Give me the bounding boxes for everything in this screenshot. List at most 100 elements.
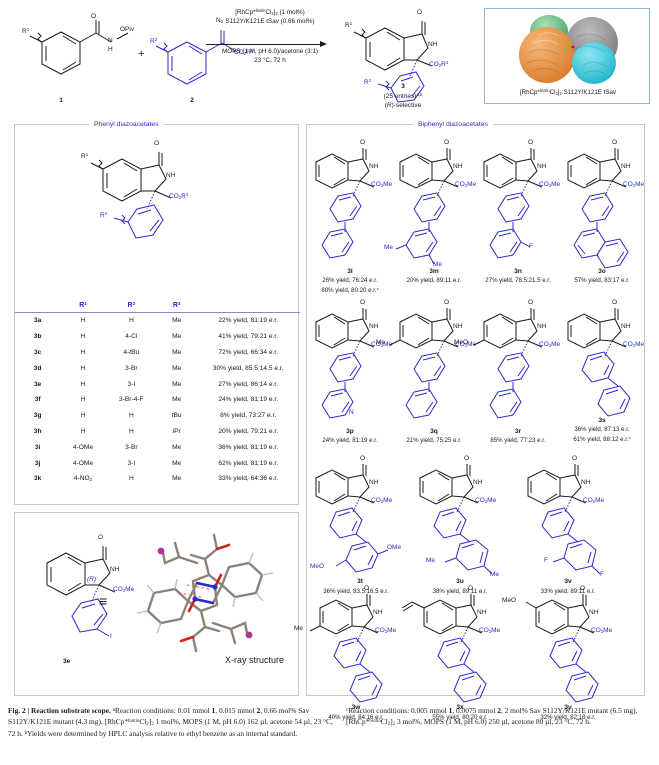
compound-result-1: 85% yield, 77:23 e.r. [490, 437, 546, 444]
compound-name: 3w [351, 704, 361, 711]
compound-result-1: 33% yield, 89:11 e.r. [540, 588, 596, 595]
nh-label: NH [453, 323, 463, 330]
ester-label: CO2Me [455, 181, 477, 189]
streptavidin-tetramer-image [499, 13, 637, 87]
carbonyl-label: O [444, 139, 450, 146]
compound-name: 3y [564, 704, 572, 711]
phenyl-scope-table: R1 R2 R3 3a H H Me 22% yield, 81:19 e.r.… [15, 301, 300, 487]
product-carbonyl-label: O [417, 9, 423, 16]
ester-label: CO2Me [539, 341, 561, 349]
nh-label: NH [581, 479, 591, 486]
xray-carbonyl-label: O [98, 534, 104, 541]
product-entries-count: (25 entries)a,b [383, 92, 423, 100]
pyridine-nitrogen-label: N [349, 409, 354, 416]
ester-label: CO2Me [455, 341, 477, 349]
compound-result-1: 40% yield, 84:16 e.r. [328, 714, 384, 721]
row-result: 62% yield, 81:19 e.r. [218, 459, 279, 467]
nh-label: NH [621, 163, 631, 170]
core-ester-label: CO2R3 [169, 192, 189, 200]
caption-column-left: Fig. 2 | Reaction substrate scope. aReac… [8, 706, 340, 739]
ester-label: CO2Me [623, 181, 645, 189]
table-row: 3d H 3-Br Me 30% yield, 85.5:14.5 e.r. [15, 360, 300, 376]
ester-label: CO2Me [371, 497, 393, 505]
methoxy-substituent-label-1: OMe [387, 544, 402, 551]
methyl-substituent-label-2: Me [490, 571, 500, 578]
biphenyl-product-grid: O NH CO2Me 3l 26% yield, 76:24 e.r. 80% … [294, 134, 645, 721]
arrow-shaft [206, 44, 322, 45]
compound-name: 3v [564, 578, 572, 585]
header-result [196, 301, 300, 313]
carbonyl-label: O [360, 299, 366, 306]
row-r3: Me [172, 443, 182, 451]
xray-nh-label: NH [110, 566, 120, 573]
fluorine-substituent-label-1: F [544, 557, 548, 564]
table-row: 3h H H iPr 20% yield, 79:21 e.r. [15, 424, 300, 440]
row-r2: H [128, 475, 134, 483]
conditions-above-line-2: S112Y/K121E tSav (0.66 mol%) [225, 18, 315, 25]
product-cell-3v: O NH CO2Me F F 3v 33% yield, 89:11 e.r. [520, 455, 620, 610]
conditions-below-line-1: MOPS (1 M, pH 6.0)/acetone (3:1) [222, 48, 318, 55]
opiv-label: OPiv [120, 26, 135, 33]
core-r2-label: R2 [100, 211, 108, 219]
product-ester-label: CO2R3 [429, 60, 449, 68]
row-id: 3e [33, 380, 42, 388]
nh-label: NH [373, 609, 383, 616]
product-cell-3r: O NH CO2Me MeO 3r 85% yield, 77:23 e.r. [454, 299, 561, 454]
compound-result-1: 27% yield, 78.5:21.5 e.r. [485, 277, 551, 284]
table-row: 3f H 3-Br-4-F Me 24% yield, 81:19 e.r. [15, 392, 300, 408]
carbonyl-label: O [364, 585, 370, 592]
compound-result-1: 26% yield, 76:24 e.r. [322, 277, 378, 284]
row-r3: tBu [171, 412, 182, 420]
row-result: 20% yield, 79:21 e.r. [218, 427, 279, 435]
substrate-1-r1-label: R1 [22, 27, 30, 35]
caption-note-c: cReaction conditions: 0.005 mmol 1, 0.00… [346, 706, 638, 727]
caption-column-right: cReaction conditions: 0.005 mmol 1, 0.00… [346, 706, 658, 729]
nh-label: NH [537, 163, 547, 170]
compound-name: 3x [456, 704, 464, 711]
compound-3e-structure: O NH (R) CO2Me I [33, 534, 173, 665]
product-nh-label: NH [428, 41, 438, 48]
compound-name: 3t [357, 578, 363, 585]
row-r1: H [80, 380, 86, 388]
product-3-structure: R1 O NH CO2R3 R2 [344, 9, 464, 110]
nh-label: NH [369, 479, 379, 486]
table-row: 3k 4-NO2 H Me 33% yield, 64:36 e.r. [15, 471, 300, 487]
xray-image-caption: X-ray structure [225, 655, 284, 665]
row-r1: 4-OMe [72, 443, 94, 451]
table-header-row: R1 R2 R3 [15, 301, 300, 313]
plus-sign: + [138, 48, 145, 60]
methyl-substituent-label-2: Me [433, 261, 443, 268]
row-id: 3i [34, 443, 41, 451]
header-r3: R3 [172, 301, 181, 310]
carbonyl-label: O [360, 139, 366, 146]
row-result: 24% yield, 81:19 e.r. [218, 396, 279, 404]
table-row: 3c H 4-tBu Me 72% yield, 66:34 e.r. [15, 345, 300, 361]
methoxy-substituent-label-2: MeO [310, 563, 325, 570]
phenyl-core-structure: R1 O NH CO2R3 R2 [81, 140, 231, 263]
compound-result-1: 32% yield, 82:18 e.r. [540, 714, 596, 721]
row-r1: H [80, 412, 86, 420]
xray-structure-panel: O NH (R) CO2Me I 3e ≡ [14, 512, 299, 696]
reaction-scheme: R1 O N H OPiv 1 + R2 N2 CO2R3 2 [RhCp*bi… [0, 0, 659, 118]
carbonyl-label: O [528, 299, 534, 306]
row-id: 3j [34, 459, 41, 467]
product-cell-3u: O NH CO2Me Me Me 3u 38% yield, 89:11 e.r… [412, 455, 512, 610]
row-r1: 4-NO2 [73, 475, 93, 483]
core-methyl-label: Me [376, 339, 386, 346]
compound-result-1: 20% yield, 89:11 e.r. [406, 277, 462, 284]
row-result: 30% yield, 85.5:14.5 e.r. [212, 364, 284, 372]
row-result: 27% yield, 86:14 e.r. [218, 380, 279, 388]
core-carbonyl-label: O [154, 140, 160, 147]
core-methyl-label: Me [294, 625, 304, 632]
row-result: 33% yield, 64:36 e.r. [218, 475, 279, 483]
substrate-2-number: 2 [190, 97, 194, 104]
compound-result-1: 57% yield, 83:17 e.r. [574, 277, 630, 284]
substrate-2-ester-label: CO2R3 [234, 48, 254, 56]
row-r1: H [80, 396, 86, 404]
nh-label: NH [369, 163, 379, 170]
compound-name: 3n [514, 268, 522, 275]
compound-result-1: 55% yield, 80:20 e.r. [432, 714, 488, 721]
ester-label: CO2Me [479, 627, 501, 635]
row-r3: Me [172, 333, 182, 341]
substrate-1-structure: R1 O N H OPiv [16, 13, 135, 94]
